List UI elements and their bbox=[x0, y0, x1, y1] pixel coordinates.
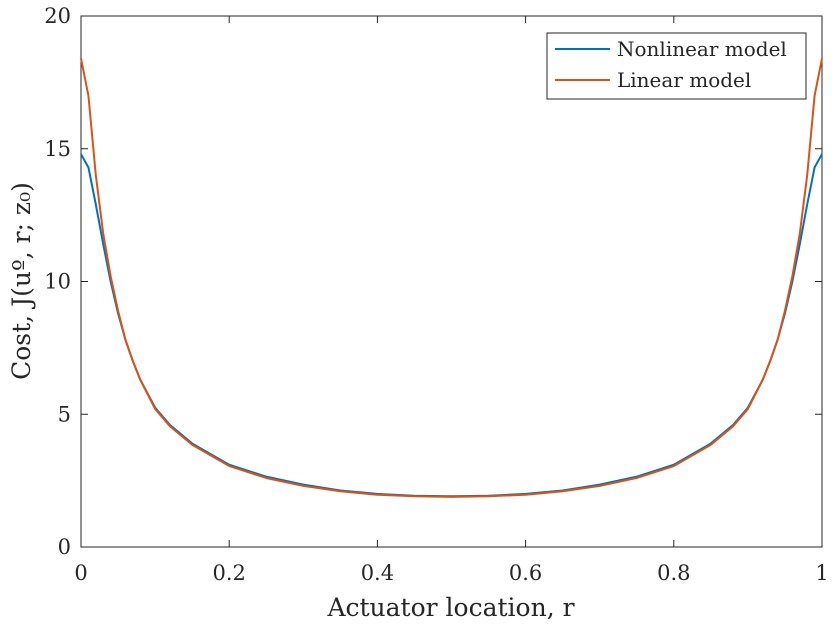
y-tick-label-2: 10 bbox=[44, 270, 71, 294]
x-tick-label-0: 0 bbox=[74, 561, 87, 585]
series-layer bbox=[80, 58, 823, 498]
legend-label-linear: Linear model bbox=[617, 68, 751, 92]
x-axis-label: Actuator location, r bbox=[326, 593, 574, 622]
y-tick-label-1: 5 bbox=[58, 402, 71, 426]
x-tick-label-2: 0.4 bbox=[361, 561, 394, 585]
x-tick-label-4: 0.8 bbox=[657, 561, 690, 585]
legend-box bbox=[546, 32, 807, 100]
x-tick-label-3: 0.6 bbox=[509, 561, 542, 585]
y-tick-label-4: 20 bbox=[44, 4, 71, 28]
legend-label-nonlinear: Nonlinear model bbox=[617, 37, 787, 61]
y-axis-label: Cost, J(uº, r; z₀) bbox=[7, 182, 36, 380]
y-tick-label-0: 0 bbox=[58, 535, 71, 559]
x-tick-label-5: 1 bbox=[815, 561, 828, 585]
legend: Nonlinear model Linear model bbox=[546, 32, 807, 100]
x-tick-label-1: 0.2 bbox=[212, 561, 245, 585]
series-line-linear bbox=[80, 58, 823, 498]
y-tick-label-3: 15 bbox=[44, 137, 71, 161]
